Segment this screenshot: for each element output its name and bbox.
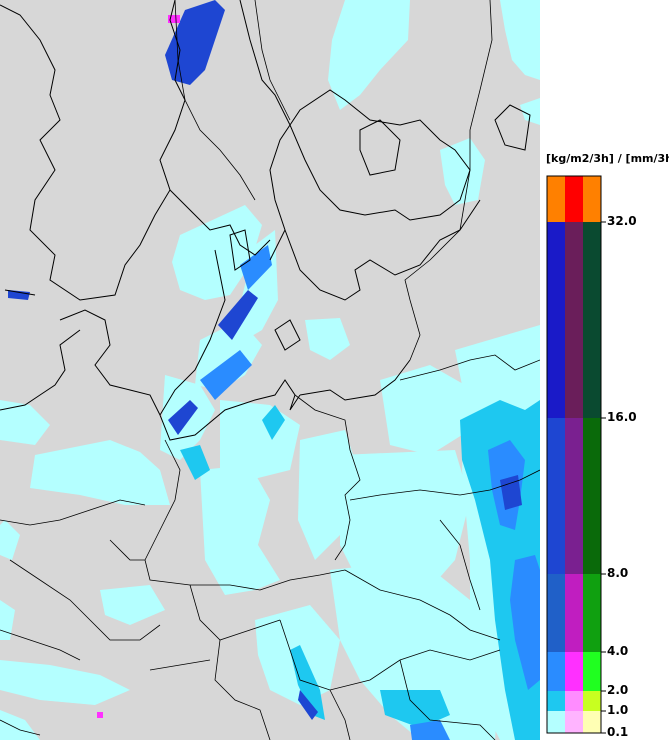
legend-swatch-8.0-col1: [547, 418, 565, 574]
country-borders: [0, 0, 540, 740]
legend-swatch-8.0-col2: [565, 418, 583, 574]
legend-swatch-0.1-col2: [565, 711, 583, 733]
legend-swatch-16.0-col1: [547, 222, 565, 418]
legend-unit-label: [kg/m2/3h] / [mm/3h]: [546, 152, 669, 165]
legend-tick-label: 1.0: [607, 703, 629, 717]
legend-swatch-2.0-col2: [565, 652, 583, 691]
legend-swatch-4.0-col1: [547, 574, 565, 652]
legend-swatch-0.1-col1: [547, 711, 565, 733]
legend-swatch-1.0-col2: [565, 691, 583, 711]
legend-swatch-4.0-col3: [583, 574, 601, 652]
legend-swatch-8.0-col3: [583, 418, 601, 574]
legend-swatch-16.0-col3: [583, 222, 601, 418]
legend-tick-label: 2.0: [607, 683, 629, 697]
legend-swatch-0.1-col3: [583, 711, 601, 733]
legend-swatch-1.0-col3: [583, 691, 601, 711]
precip-extreme-spots: [97, 15, 180, 718]
precip-heavy-areas: [200, 245, 540, 740]
legend-swatch-32.0-col3: [583, 176, 601, 222]
legend-tick-label: 32.0: [607, 214, 637, 228]
legend-tick-label: 0.1: [607, 725, 629, 739]
legend-swatch-32.0-col2: [565, 176, 583, 222]
legend: [kg/m2/3h] / [mm/3h] 32.0 16.0 8.0 4.0 2.0 1.…: [540, 0, 669, 740]
legend-tick-label: 16.0: [607, 410, 637, 424]
legend-swatch-4.0-col2: [565, 574, 583, 652]
legend-swatch-2.0-col1: [547, 652, 565, 691]
legend-tick-label: 4.0: [607, 644, 629, 658]
legend-swatch-32.0-col1: [547, 176, 565, 222]
legend-tick-label: 8.0: [607, 566, 629, 580]
legend-swatch-16.0-col2: [565, 222, 583, 418]
coastlines: [0, 0, 531, 441]
legend-colorbar: [546, 175, 606, 734]
legend-swatch-2.0-col3: [583, 652, 601, 691]
legend-swatch-1.0-col1: [547, 691, 565, 711]
precipitation-map: [0, 0, 540, 740]
legend-border: [546, 175, 602, 734]
